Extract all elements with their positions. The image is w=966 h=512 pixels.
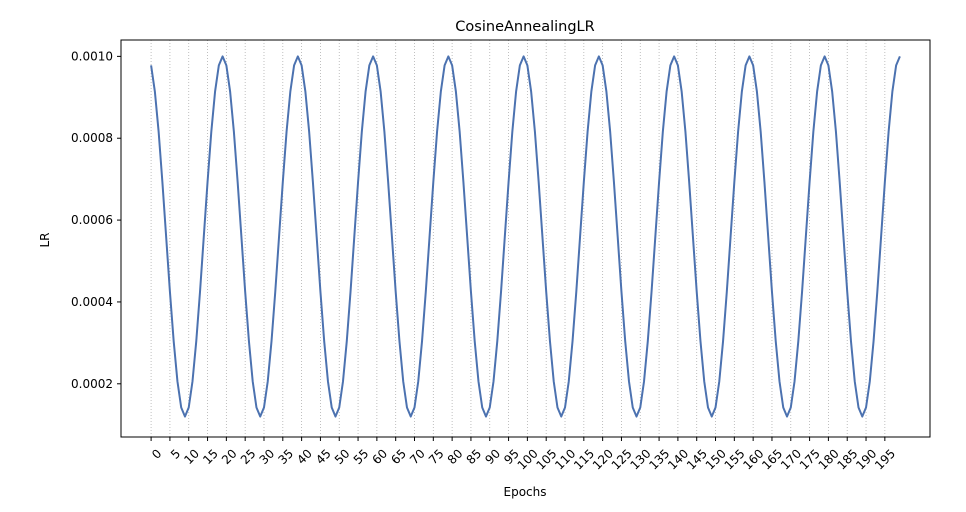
x-tick-label: 35 bbox=[275, 446, 296, 467]
x-tick-label: 60 bbox=[370, 446, 391, 467]
x-tick-label: 80 bbox=[445, 446, 466, 467]
x-tick-label: 40 bbox=[294, 446, 315, 467]
y-tick-label: 0.0010 bbox=[71, 49, 113, 63]
x-tick-label: 0 bbox=[149, 446, 164, 461]
x-axis: 0 510152025303540455055606570758085909510… bbox=[149, 437, 898, 473]
chart-title: CosineAnnealingLR bbox=[455, 19, 594, 35]
x-tick-label: 5 bbox=[168, 446, 183, 461]
x-tick-label: 55 bbox=[351, 446, 372, 467]
x-tick-label: 85 bbox=[464, 446, 485, 467]
lr-series-line bbox=[150, 55, 901, 418]
x-tick-label: 30 bbox=[257, 446, 278, 467]
y-tick-label: 0.0004 bbox=[71, 295, 113, 309]
x-tick-label: 20 bbox=[219, 446, 240, 467]
y-tick-label: 0.0006 bbox=[71, 213, 113, 227]
x-gridlines bbox=[150, 40, 886, 437]
x-tick-label: 90 bbox=[482, 446, 503, 467]
plot-frame bbox=[120, 39, 931, 438]
y-tick-label: 0.0002 bbox=[71, 377, 113, 391]
x-tick-label: 25 bbox=[238, 446, 259, 467]
y-axis-label: LR bbox=[38, 232, 52, 247]
x-tick-label: 65 bbox=[388, 446, 409, 467]
x-tick-label: 50 bbox=[332, 446, 353, 467]
y-axis: 0.0002 0.0004 0.0006 0.0008 0.0010 bbox=[71, 49, 121, 391]
x-tick-label: 70 bbox=[407, 446, 428, 467]
x-tick-label: 75 bbox=[426, 446, 447, 467]
x-tick-label: 15 bbox=[200, 446, 221, 467]
x-tick-label: 10 bbox=[181, 446, 202, 467]
x-axis-label: Epochs bbox=[504, 485, 547, 499]
x-tick-label: 45 bbox=[313, 446, 334, 467]
y-tick-label: 0.0008 bbox=[71, 131, 113, 145]
x-tick-label: 195 bbox=[872, 446, 898, 472]
series-layer bbox=[150, 55, 901, 418]
